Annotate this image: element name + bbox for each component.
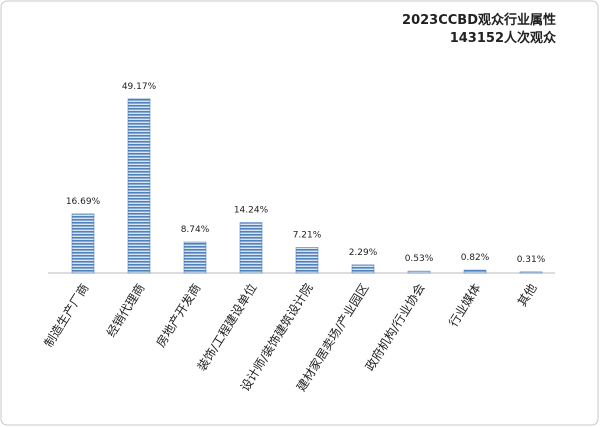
bar [239,222,263,274]
data-label: 0.82% [461,253,490,263]
data-label: 8.74% [181,225,210,235]
chart-title: 2023CCBD观众行业属性 [402,12,556,28]
data-label: 14.24% [234,206,269,216]
data-label: 49.17% [122,82,157,92]
bar [519,271,543,274]
data-label: 0.53% [405,254,434,264]
data-label: 7.21% [293,230,322,240]
data-label: 16.69% [66,197,101,207]
chart-subtitle: 143152人次观众 [450,30,556,46]
bar [407,270,431,274]
bar [463,269,487,274]
bar [351,264,375,274]
data-label: 0.31% [517,255,546,265]
data-label: 2.29% [349,248,378,258]
bar [295,247,319,274]
bar [183,241,207,274]
bar [71,213,95,274]
bar [127,98,151,274]
